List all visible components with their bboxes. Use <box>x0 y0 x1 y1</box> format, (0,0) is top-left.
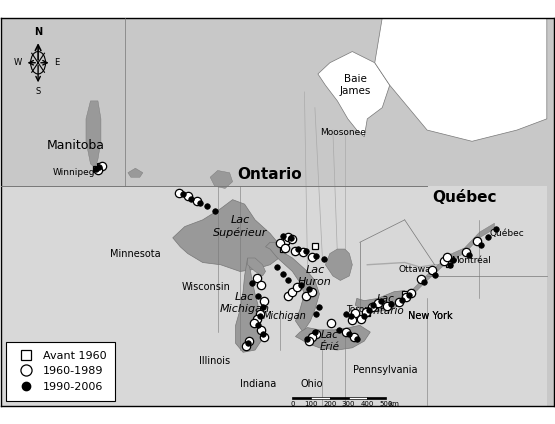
Text: Ohio: Ohio <box>301 379 323 389</box>
Bar <box>330 397 349 399</box>
Polygon shape <box>210 170 233 188</box>
Text: Minnesota: Minnesota <box>110 248 160 259</box>
Polygon shape <box>325 249 352 280</box>
Text: Manitoba: Manitoba <box>47 139 104 152</box>
Text: Moosonee: Moosonee <box>320 128 366 137</box>
Polygon shape <box>318 52 390 137</box>
Text: Toronto: Toronto <box>346 305 380 314</box>
Text: Québec: Québec <box>490 229 524 238</box>
Polygon shape <box>248 258 265 276</box>
Text: 500: 500 <box>379 401 393 407</box>
Text: 200: 200 <box>323 401 336 407</box>
Text: Lac
Huron: Lac Huron <box>298 265 332 287</box>
Text: S: S <box>36 87 41 96</box>
Text: Pennsylvania: Pennsylvania <box>353 365 417 375</box>
Text: New York: New York <box>408 311 452 321</box>
Bar <box>367 397 386 399</box>
Text: Winnipeg: Winnipeg <box>53 168 95 177</box>
Text: Lac
Supérieur: Lac Supérieur <box>213 215 268 238</box>
Text: Ottawa: Ottawa <box>399 265 431 274</box>
Polygon shape <box>409 223 495 298</box>
Polygon shape <box>355 290 409 312</box>
Text: 0: 0 <box>290 401 295 407</box>
Text: New York: New York <box>408 311 452 321</box>
Text: N: N <box>34 27 42 37</box>
Legend: Avant 1960, 1960-1989, 1990-2006: Avant 1960, 1960-1989, 1990-2006 <box>6 342 115 401</box>
Polygon shape <box>1 186 547 406</box>
Polygon shape <box>236 258 263 352</box>
Polygon shape <box>128 168 143 177</box>
Text: Lac
Ontario: Lac Ontario <box>366 294 405 316</box>
Text: W: W <box>13 58 22 67</box>
Polygon shape <box>375 18 547 141</box>
Text: E: E <box>54 58 60 67</box>
Bar <box>292 397 311 399</box>
Text: 100: 100 <box>304 401 318 407</box>
Polygon shape <box>265 242 319 332</box>
Text: Wisconsin: Wisconsin <box>181 282 230 292</box>
Text: Illinois: Illinois <box>199 356 230 366</box>
Text: Indiana: Indiana <box>240 379 276 389</box>
Bar <box>311 397 330 399</box>
Text: Baie
James: Baie James <box>340 74 371 96</box>
Text: Québec: Québec <box>432 190 497 205</box>
Text: 300: 300 <box>342 401 355 407</box>
Text: Michigan: Michigan <box>263 311 307 321</box>
Polygon shape <box>86 101 101 168</box>
Text: 400: 400 <box>361 401 374 407</box>
Bar <box>349 397 367 399</box>
Polygon shape <box>173 200 288 271</box>
Text: km: km <box>388 401 399 407</box>
Text: Lac
Michigan: Lac Michigan <box>220 292 270 314</box>
Text: Lac
Érié: Lac Érié <box>320 330 340 352</box>
Polygon shape <box>295 325 370 350</box>
Text: Montréal: Montréal <box>451 256 491 265</box>
Text: Ontario: Ontario <box>238 167 302 182</box>
